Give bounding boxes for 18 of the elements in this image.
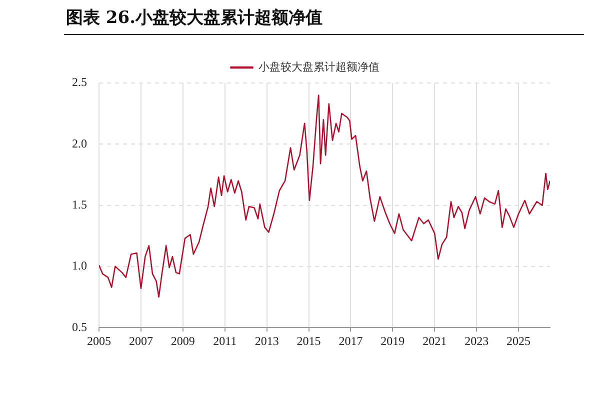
x-tick-label: 2019 bbox=[380, 334, 405, 348]
legend-label: 小盘较大盘累计超额净值 bbox=[258, 60, 380, 74]
y-tick-label: 2.5 bbox=[72, 75, 87, 90]
x-tick-label: 2005 bbox=[87, 334, 111, 348]
x-tick-label: 2011 bbox=[213, 334, 237, 348]
x-tick-label: 2009 bbox=[170, 334, 195, 348]
y-tick-label: 2.0 bbox=[72, 136, 87, 150]
x-tick-label: 2015 bbox=[296, 334, 321, 348]
x-tick-label: 2007 bbox=[128, 334, 153, 348]
y-tick-label: 1.5 bbox=[72, 197, 87, 212]
y-tick-label: 0.5 bbox=[72, 320, 87, 334]
x-tick-label: 2017 bbox=[338, 334, 363, 348]
x-tick-label: 2025 bbox=[506, 334, 531, 348]
x-tick-label: 2013 bbox=[254, 334, 279, 348]
chart-title: 图表 26.小盘较大盘累计超额净值 bbox=[66, 7, 322, 29]
y-tick-label: 1.0 bbox=[72, 258, 87, 273]
x-tick-label: 2023 bbox=[464, 334, 489, 348]
x-tick-label: 2021 bbox=[422, 334, 447, 348]
